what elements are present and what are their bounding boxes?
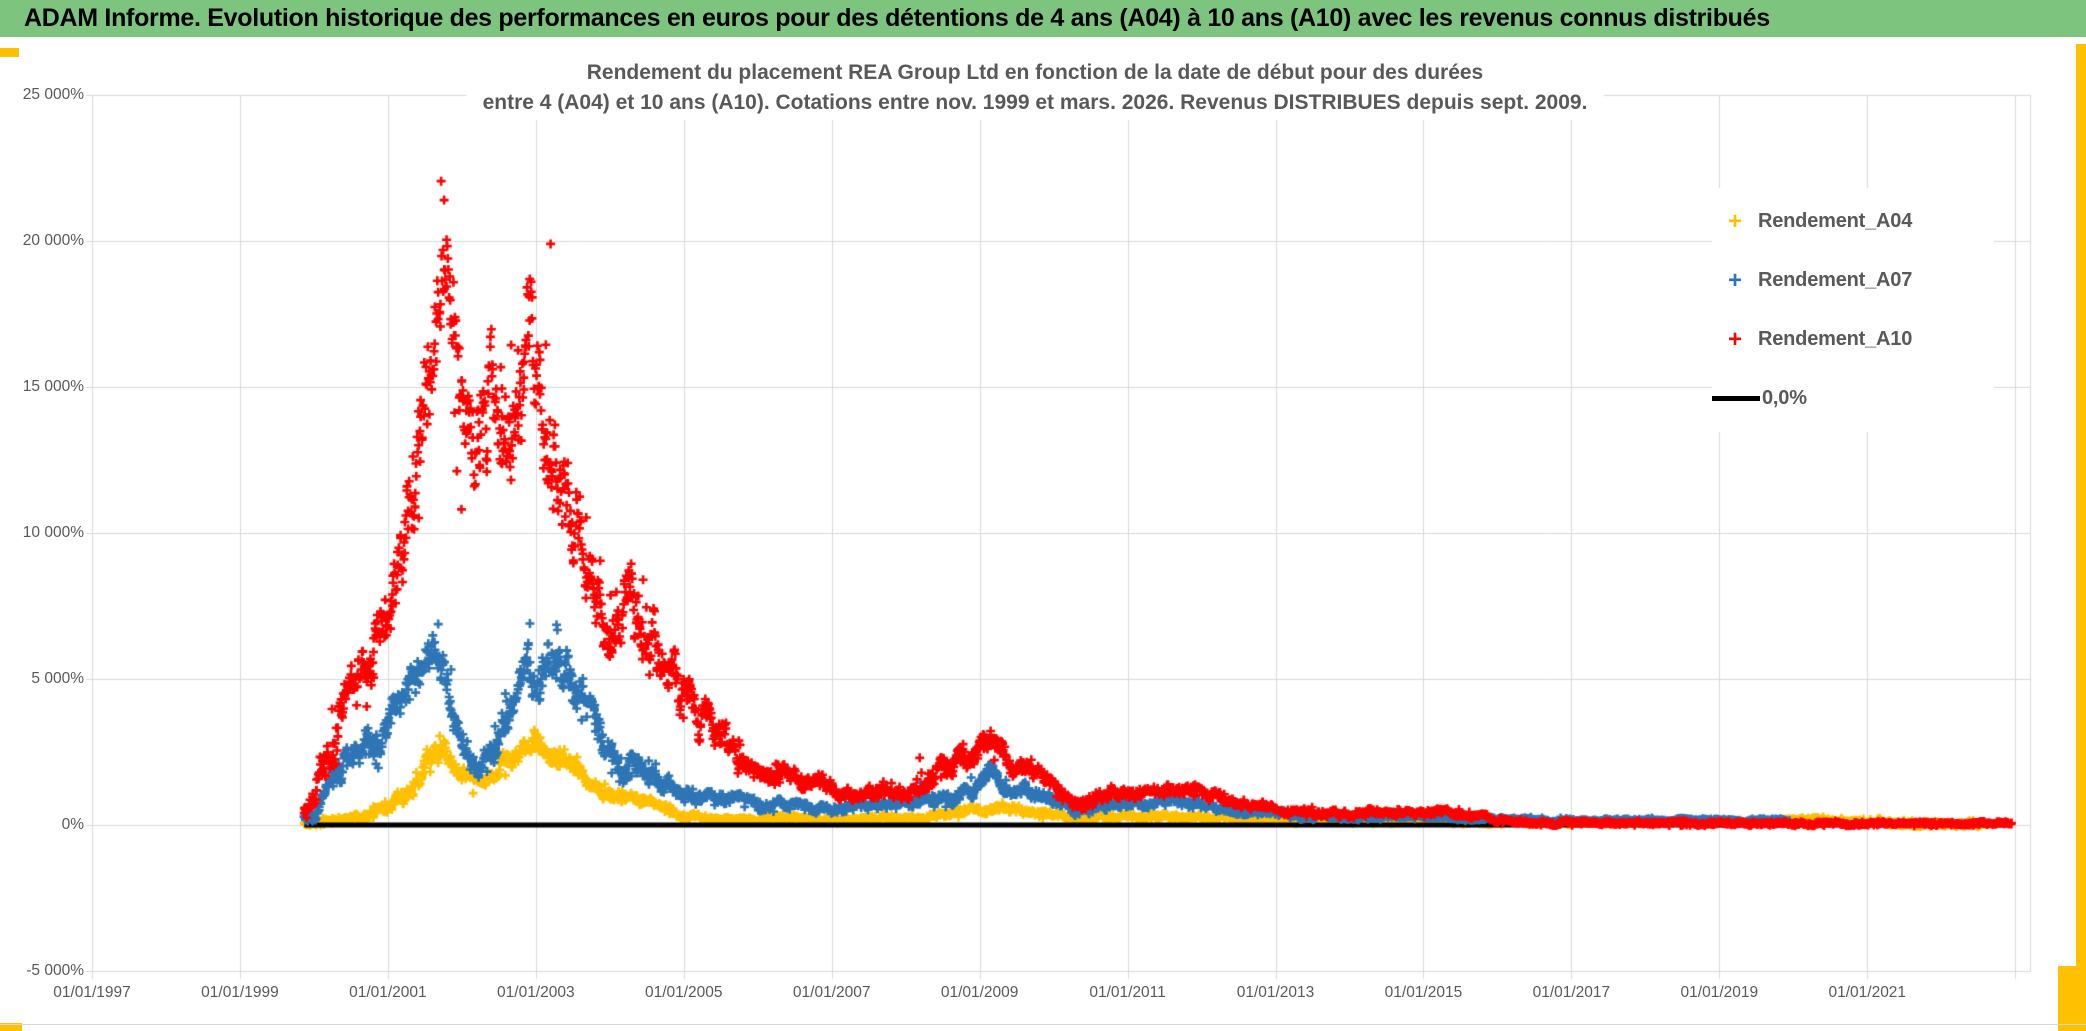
legend-item[interactable]: + Rendement_A07	[1712, 251, 1994, 310]
gold-border-accent-bottom-left	[0, 1023, 22, 1031]
y-tick-label: 5 000%	[31, 670, 84, 687]
x-tick-label: 01/01/2019	[1680, 984, 1759, 1001]
x-tick-label: 01/01/2005	[644, 984, 723, 1001]
legend-item[interactable]: + Rendement_A04	[1712, 192, 1994, 251]
x-tick-label: 01/01/2001	[349, 984, 427, 1001]
sheet-bottom-divider	[0, 1024, 2086, 1025]
y-tick-label: 20 000%	[22, 232, 84, 249]
gold-border-accent-bottom-right	[2058, 966, 2086, 1031]
chart-title: Rendement du placement REA Group Ltd en …	[466, 56, 1604, 120]
y-tick-label: 0%	[61, 816, 84, 833]
gold-border-accent-right	[2076, 44, 2086, 1031]
x-tick-label: 01/01/2007	[792, 984, 871, 1001]
legend-item[interactable]: 0,0%	[1712, 369, 1994, 428]
x-tick-label: 01/01/2009	[940, 984, 1019, 1001]
y-tick-label: -5 000%	[26, 962, 84, 979]
x-tick-label: 01/01/2021	[1828, 984, 1907, 1001]
x-tick-label: 01/01/1997	[53, 984, 131, 1001]
plus-marker-icon: +	[1727, 207, 1742, 235]
legend-item-label: Rendement_A10	[1758, 328, 1913, 350]
x-tick-label: 01/01/2015	[1384, 984, 1463, 1001]
x-tick-label: 01/01/2011	[1089, 984, 1166, 1001]
line-swatch-icon	[1712, 396, 1760, 401]
y-tick-label: 10 000%	[22, 524, 84, 541]
x-tick-label: 01/01/2013	[1236, 984, 1315, 1001]
chart-legend[interactable]: + Rendement_A04 + Rendement_A07 + Rendement_A…	[1712, 188, 1994, 432]
plus-marker-icon: +	[1727, 325, 1742, 353]
plus-marker-icon: +	[1727, 266, 1742, 294]
legend-item-label: Rendement_A04	[1758, 210, 1913, 232]
legend-item-label: Rendement_A07	[1758, 269, 1913, 291]
y-tick-label: 15 000%	[22, 378, 84, 395]
x-tick-label: 01/01/2003	[497, 984, 575, 1001]
chart-title-line2: entre 4 (A04) et 10 ans (A10). Cotations…	[482, 91, 1588, 114]
x-tick-label: 01/01/1999	[201, 984, 279, 1001]
chart-title-line1: Rendement du placement REA Group Ltd en …	[586, 61, 1484, 84]
legend-item[interactable]: + Rendement_A10	[1712, 310, 1994, 369]
y-tick-label: 25 000%	[22, 86, 84, 103]
legend-item-label: 0,0%	[1762, 387, 1807, 409]
x-tick-label: 01/01/2017	[1532, 984, 1611, 1001]
